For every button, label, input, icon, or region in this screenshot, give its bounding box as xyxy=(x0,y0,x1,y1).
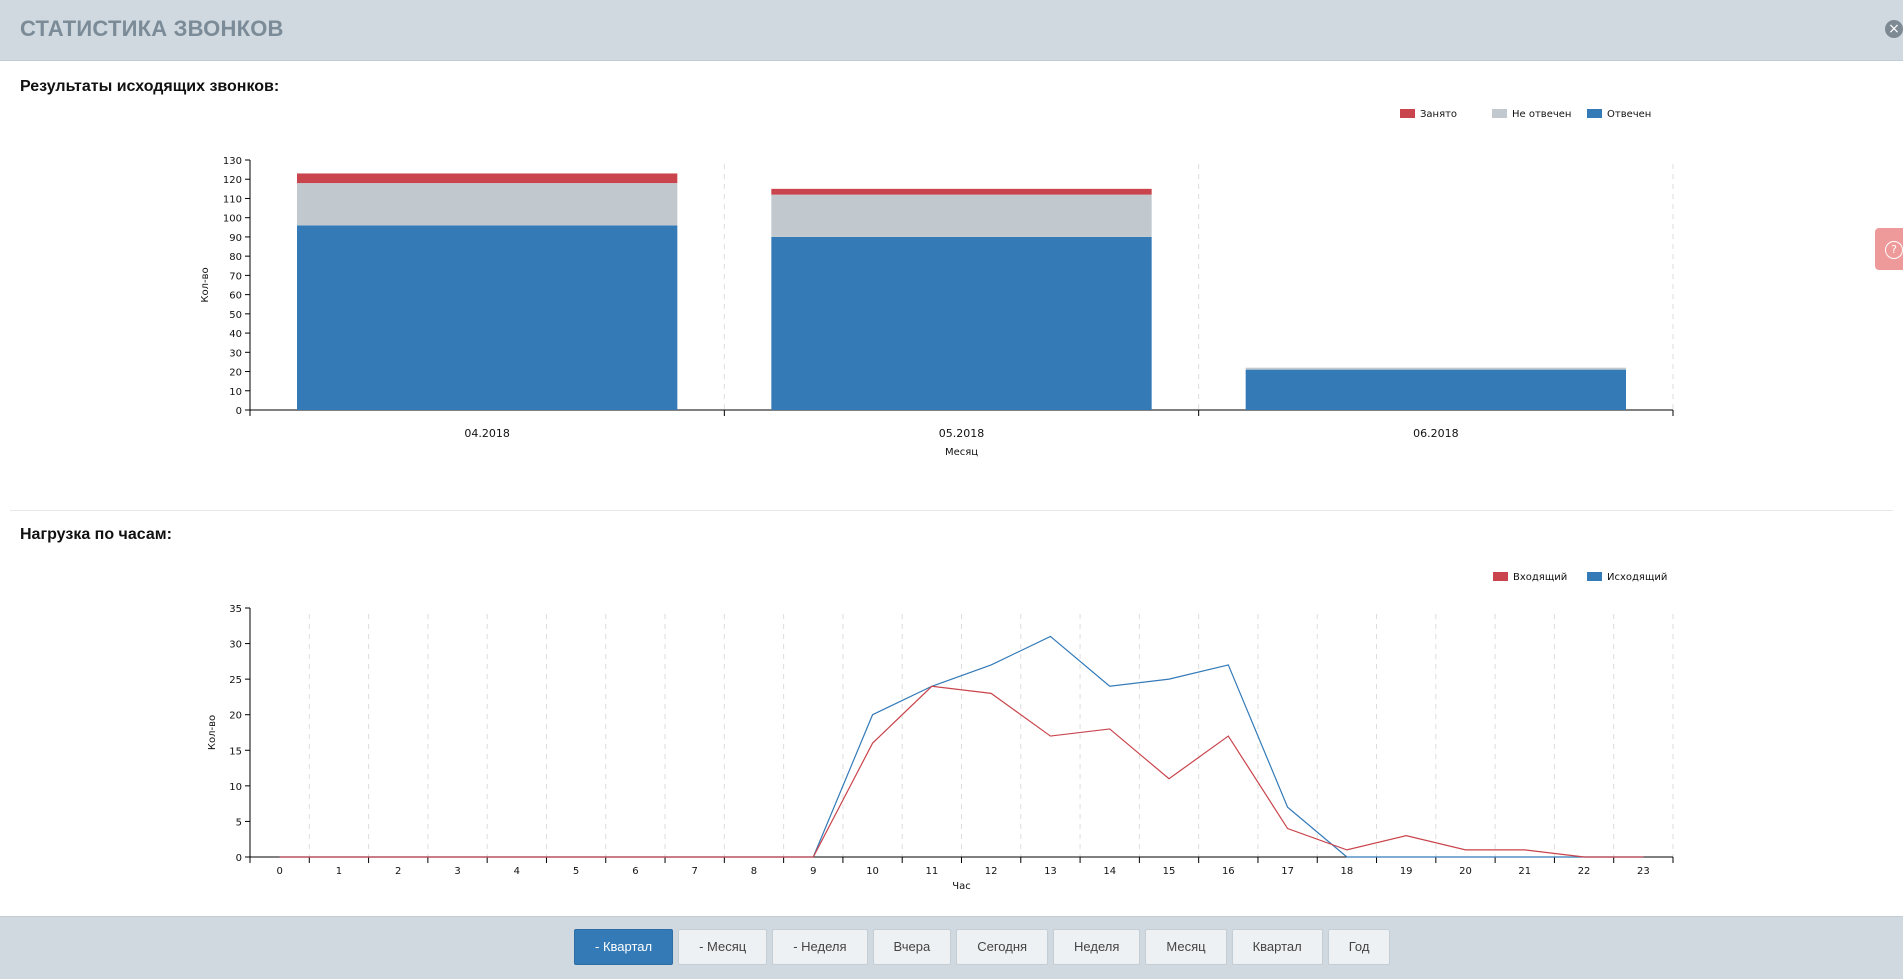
help-tab[interactable]: ? xyxy=(1875,228,1903,270)
y-tick-label: 100 xyxy=(223,214,242,225)
x-category-label: 05.2018 xyxy=(939,427,985,440)
y-tick-label: 0 xyxy=(236,406,242,417)
x-tick-label: 8 xyxy=(751,866,757,877)
period-button-год[interactable]: Год xyxy=(1327,929,1391,965)
y-tick-label: 20 xyxy=(229,368,242,379)
x-tick-label: 1 xyxy=(336,866,342,877)
y-axis-label: Кол-во xyxy=(207,715,218,750)
period-toolbar: - Квартал - Месяц - Неделя Вчера Сегодня Неде… xyxy=(0,916,1903,979)
period-button-квартал[interactable]: - Квартал xyxy=(574,929,674,965)
y-tick-label: 20 xyxy=(229,711,242,722)
y-axis-label: Кол-во xyxy=(200,267,211,302)
period-button-сегодня[interactable]: Сегодня xyxy=(956,929,1049,965)
legend-label: Отвечен xyxy=(1607,109,1651,120)
x-tick-label: 13 xyxy=(1044,866,1057,877)
legend-swatch-занято xyxy=(1400,109,1415,118)
y-tick-label: 60 xyxy=(229,291,242,302)
legend-swatch-отвечен xyxy=(1587,109,1602,118)
period-button-неделя[interactable]: Неделя xyxy=(1053,929,1141,965)
bar-отвечен-06.2018 xyxy=(1245,369,1626,410)
x-tick-label: 0 xyxy=(276,866,282,877)
x-category-label: 06.2018 xyxy=(1413,427,1459,440)
y-tick-label: 50 xyxy=(229,310,242,321)
bar-отвечен-04.2018 xyxy=(297,225,678,410)
x-tick-label: 16 xyxy=(1222,866,1235,877)
y-tick-label: 70 xyxy=(229,271,242,282)
outgoing-results-title: Результаты исходящих звонков: xyxy=(20,78,280,95)
legend-swatch-не-отвечен xyxy=(1492,109,1507,118)
period-button-вчера[interactable]: Вчера xyxy=(872,929,952,965)
x-axis-label: Месяц xyxy=(945,447,978,458)
legend-swatch-исходящий xyxy=(1587,572,1602,581)
x-category-label: 04.2018 xyxy=(464,427,510,440)
x-tick-label: 20 xyxy=(1459,866,1472,877)
x-tick-label: 17 xyxy=(1281,866,1294,877)
outgoing-results-chart: 0 10 20 30 40 50 60 70 80 90 100 110 120 130 04.2018 05… xyxy=(200,109,1674,458)
bar-не-отвечен-05.2018 xyxy=(771,194,1152,237)
x-tick-label: 19 xyxy=(1400,866,1413,877)
y-tick-label: 30 xyxy=(229,640,242,651)
y-tick-label: 0 xyxy=(236,853,242,864)
x-tick-label: 5 xyxy=(573,866,579,877)
x-tick-label: 14 xyxy=(1103,866,1116,877)
x-tick-label: 10 xyxy=(866,866,879,877)
period-button-месяц[interactable]: - Месяц xyxy=(678,929,768,965)
legend-swatch-входящий xyxy=(1493,572,1508,581)
x-tick-label: 15 xyxy=(1163,866,1176,877)
x-tick-label: 18 xyxy=(1341,866,1354,877)
page-title: СТАТИСТИКА ЗВОНКОВ xyxy=(20,16,284,41)
x-tick-label: 6 xyxy=(632,866,638,877)
x-tick-label: 4 xyxy=(514,866,520,877)
bar-занято-05.2018 xyxy=(771,188,1152,195)
bar-занято-04.2018 xyxy=(297,173,678,184)
period-button-квартал[interactable]: Квартал xyxy=(1231,929,1323,965)
y-tick-label: 40 xyxy=(229,329,242,340)
period-button-group: - Квартал - Месяц - Неделя Вчера Сегодня Неде… xyxy=(574,929,1391,965)
period-button-неделя[interactable]: - Неделя xyxy=(772,929,868,965)
y-tick-label: 35 xyxy=(229,604,242,615)
y-tick-label: 130 xyxy=(223,156,242,167)
y-tick-label: 5 xyxy=(236,817,242,828)
y-tick-label: 120 xyxy=(223,175,242,186)
x-tick-label: 9 xyxy=(810,866,816,877)
section-divider xyxy=(10,510,1893,511)
x-tick-label: 7 xyxy=(692,866,698,877)
x-tick-label: 22 xyxy=(1578,866,1591,877)
legend-label: Не отвечен xyxy=(1512,109,1571,120)
help-icon: ? xyxy=(1885,241,1903,259)
legend-label: Занято xyxy=(1420,109,1457,120)
x-tick-label: 21 xyxy=(1518,866,1531,877)
x-tick-label: 2 xyxy=(395,866,401,877)
bar-отвечен-05.2018 xyxy=(771,236,1152,410)
x-tick-label: 23 xyxy=(1637,866,1650,877)
x-tick-label: 12 xyxy=(985,866,998,877)
y-tick-label: 30 xyxy=(229,348,242,359)
bar-не-отвечен-04.2018 xyxy=(297,183,678,226)
x-tick-label: 11 xyxy=(925,866,938,877)
period-button-месяц[interactable]: Месяц xyxy=(1145,929,1227,965)
close-icon[interactable]: × xyxy=(1885,20,1903,38)
y-tick-label: 25 xyxy=(229,675,242,686)
legend-label: Входящий xyxy=(1513,572,1567,583)
y-tick-label: 10 xyxy=(229,782,242,793)
y-tick-label: 10 xyxy=(229,387,242,398)
y-tick-label: 80 xyxy=(229,252,242,263)
legend-label: Исходящий xyxy=(1607,572,1667,583)
y-tick-label: 110 xyxy=(223,194,242,205)
series-line-входящий xyxy=(279,685,1644,858)
x-axis-label: Час xyxy=(952,881,970,892)
bar-не-отвечен-06.2018 xyxy=(1245,367,1626,370)
y-tick-label: 90 xyxy=(229,233,242,244)
x-tick-label: 3 xyxy=(454,866,460,877)
y-tick-label: 15 xyxy=(229,746,242,757)
hourly-load-title: Нагрузка по часам: xyxy=(20,526,172,543)
window-header: СТАТИСТИКА ЗВОНКОВ × xyxy=(0,0,1903,61)
